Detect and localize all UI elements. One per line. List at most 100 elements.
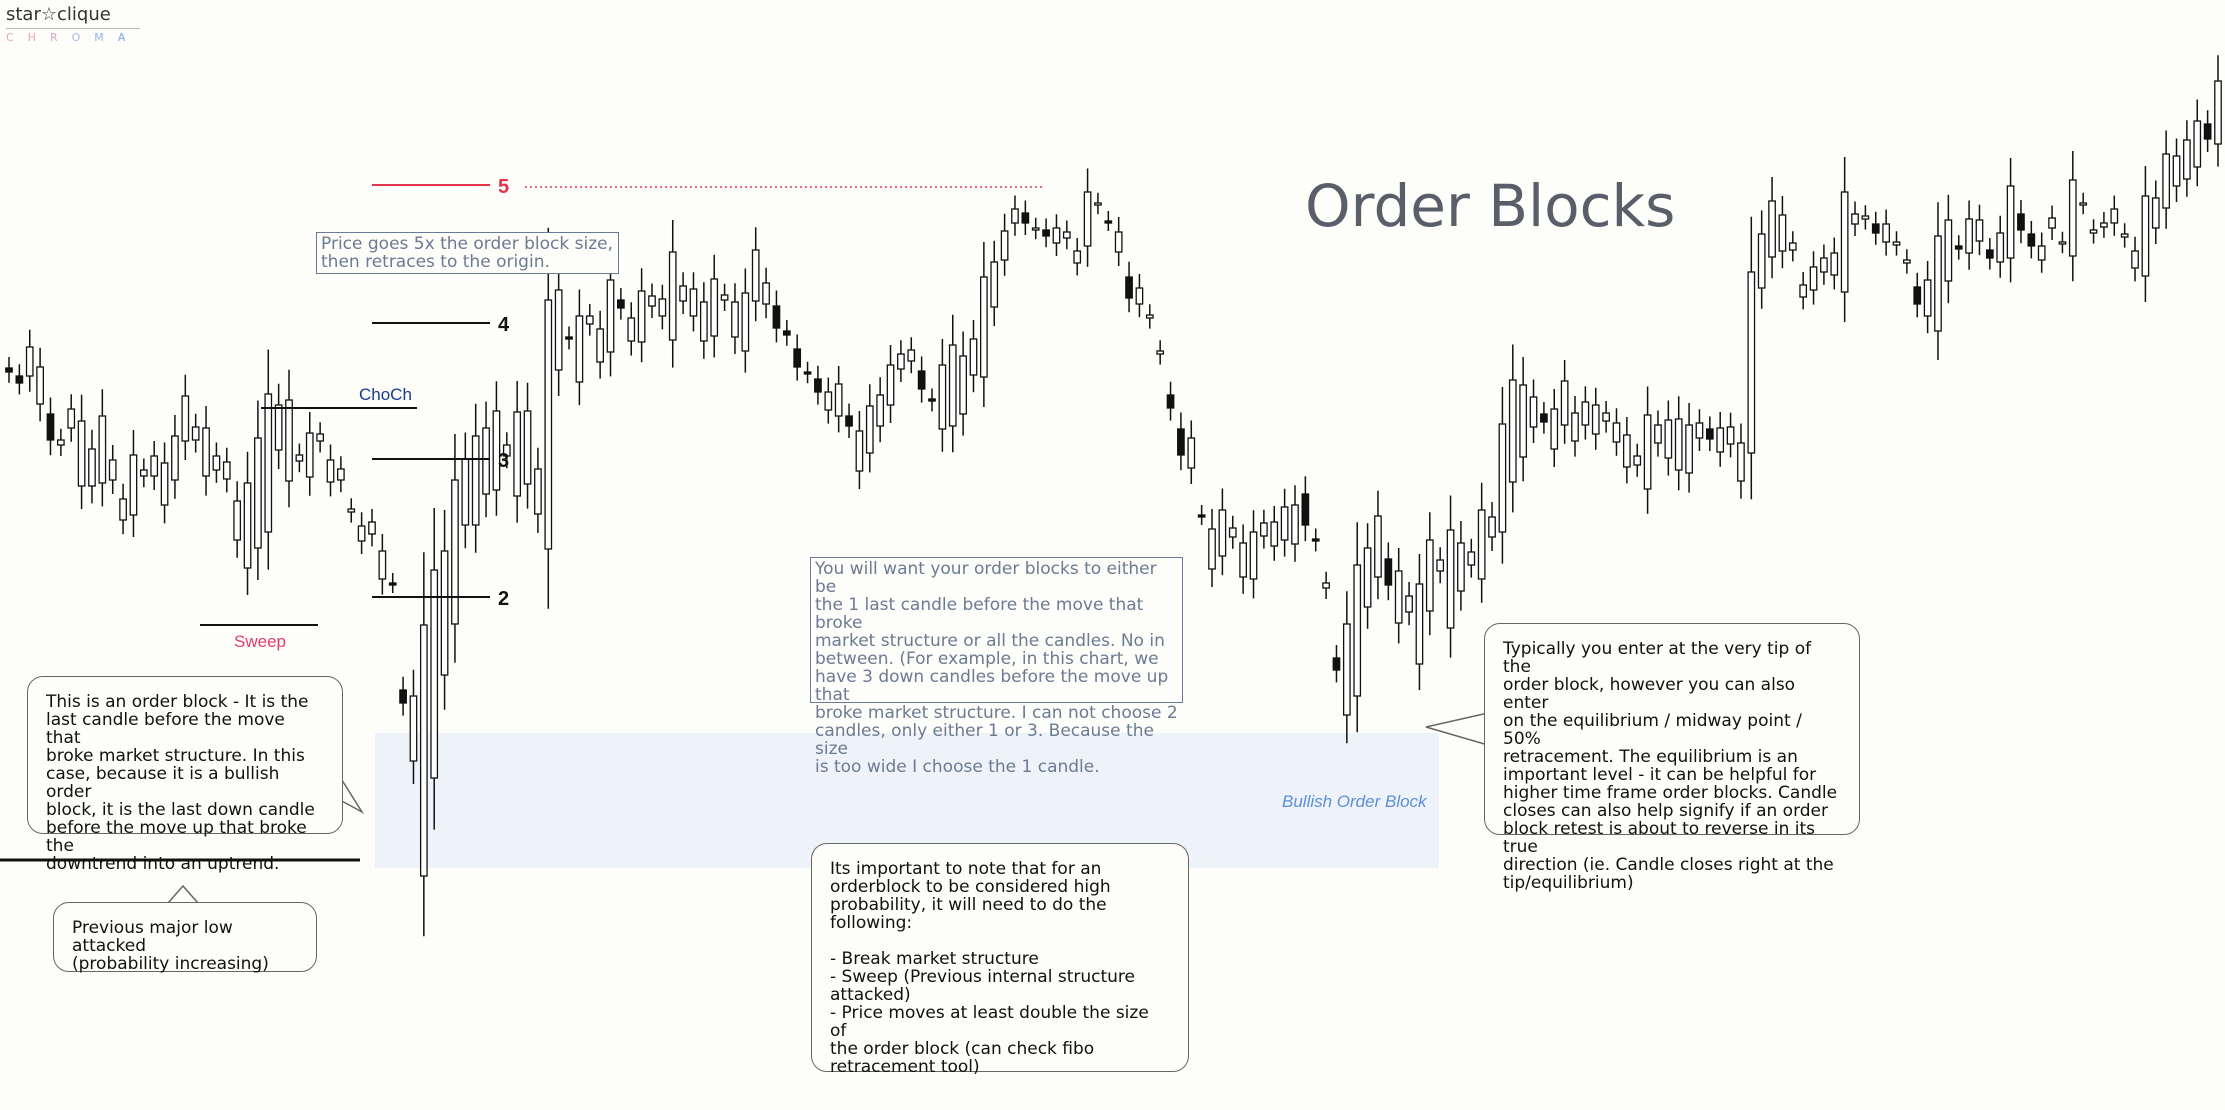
sweep-label: Sweep	[234, 632, 286, 651]
candle-up	[1737, 442, 1745, 482]
candle-down	[917, 370, 926, 390]
candle-down	[1871, 223, 1880, 234]
candle-down	[1177, 428, 1185, 456]
candle-up	[554, 289, 563, 371]
candle-up	[1726, 426, 1735, 445]
callout-order-block: This is an order block - It is the last …	[27, 676, 343, 873]
candle-up	[1342, 623, 1351, 716]
candle-up	[440, 550, 449, 676]
candle-down	[399, 689, 407, 704]
candle-up	[1031, 227, 1040, 231]
candle-up	[305, 432, 314, 478]
candle-up	[1799, 284, 1808, 298]
candle-up	[202, 427, 210, 477]
candle-up	[606, 279, 615, 353]
candle-down	[1301, 493, 1310, 526]
candle-up	[1208, 528, 1216, 570]
candle-down	[388, 582, 397, 586]
candle-up	[56, 439, 65, 446]
candle-up	[1529, 396, 1538, 428]
candle-down	[1705, 428, 1714, 440]
candle-up	[191, 426, 200, 441]
candle-up	[1145, 314, 1154, 319]
candle-down	[1954, 245, 1963, 250]
candle-up	[2151, 197, 2160, 229]
candle-up	[544, 299, 553, 550]
candle-up	[762, 282, 770, 305]
candle-up	[337, 468, 345, 481]
candle-up	[731, 301, 739, 338]
candle-up	[1415, 583, 1424, 665]
candle-up	[2006, 185, 2015, 259]
candle-up	[419, 624, 428, 877]
candle-down	[617, 299, 625, 309]
bullish-order-block-label: Bullish Order Block	[1282, 792, 1428, 811]
candle-down	[1197, 514, 1206, 518]
candle-up	[1664, 419, 1673, 459]
chart-title: Order Blocks	[1305, 172, 1676, 240]
candle-up	[585, 315, 594, 325]
candle-down	[793, 348, 802, 368]
candle-up	[1633, 455, 1642, 466]
candle-up	[523, 410, 532, 485]
logo-divider	[6, 28, 140, 29]
candle-up	[2172, 155, 2181, 187]
candle-up	[865, 405, 874, 454]
candle-up	[1394, 570, 1403, 624]
candle-up	[1861, 215, 1870, 220]
candle-up	[129, 454, 138, 516]
candle-up	[855, 430, 864, 472]
candle-down	[1166, 394, 1175, 409]
candle-up	[25, 346, 34, 377]
candle-up	[2048, 217, 2056, 229]
candle-down	[2203, 123, 2212, 140]
candle-up	[1488, 516, 1496, 538]
candle-up	[67, 408, 76, 429]
candle-up	[824, 391, 833, 411]
candle-up	[876, 394, 885, 427]
candle-up	[710, 278, 719, 337]
candle-up	[430, 569, 439, 779]
candle-up	[741, 292, 750, 352]
candle-up	[907, 349, 916, 362]
candle-up	[1062, 231, 1071, 239]
candle-up	[1094, 202, 1102, 206]
candle-up	[451, 479, 459, 625]
candle-up	[1965, 218, 1973, 254]
candle-up	[264, 393, 273, 533]
candle-up	[2068, 179, 2077, 257]
candle-up	[181, 395, 190, 442]
candle-up	[2131, 250, 2139, 269]
candle-down	[565, 336, 573, 340]
candle-down	[46, 413, 55, 441]
candle-up	[98, 415, 107, 484]
candle-up	[596, 328, 605, 363]
candle-up	[368, 521, 376, 535]
candle-up	[2037, 245, 2046, 261]
candle-down	[782, 330, 791, 336]
candle-down	[1913, 286, 1922, 305]
candle-up	[1467, 551, 1476, 566]
candle-up	[2193, 120, 2202, 168]
candle-up	[347, 508, 356, 513]
candle-up	[1218, 509, 1227, 557]
candle-up	[1571, 412, 1579, 442]
candle-up	[77, 420, 86, 487]
candle-up	[1374, 515, 1382, 578]
candle-down	[1384, 558, 1393, 586]
candle-down	[2027, 233, 2036, 247]
candle-up	[637, 290, 646, 343]
callout-probability: Its important to note that for an orderb…	[811, 843, 1189, 1076]
callout-entry: Typically you enter at the very tip of t…	[1484, 623, 1860, 892]
candle-up	[1363, 547, 1372, 608]
candle-down	[1021, 212, 1030, 224]
candle-up	[1809, 266, 1818, 291]
candle-down	[1125, 276, 1133, 299]
candle-up	[1882, 223, 1890, 243]
logo-chroma: CHROMA	[6, 31, 140, 44]
candle-up	[285, 399, 293, 482]
candle-up	[1747, 271, 1756, 454]
candle-up	[2110, 208, 2119, 224]
candle-up	[1602, 412, 1610, 422]
candle-down	[1311, 538, 1320, 542]
